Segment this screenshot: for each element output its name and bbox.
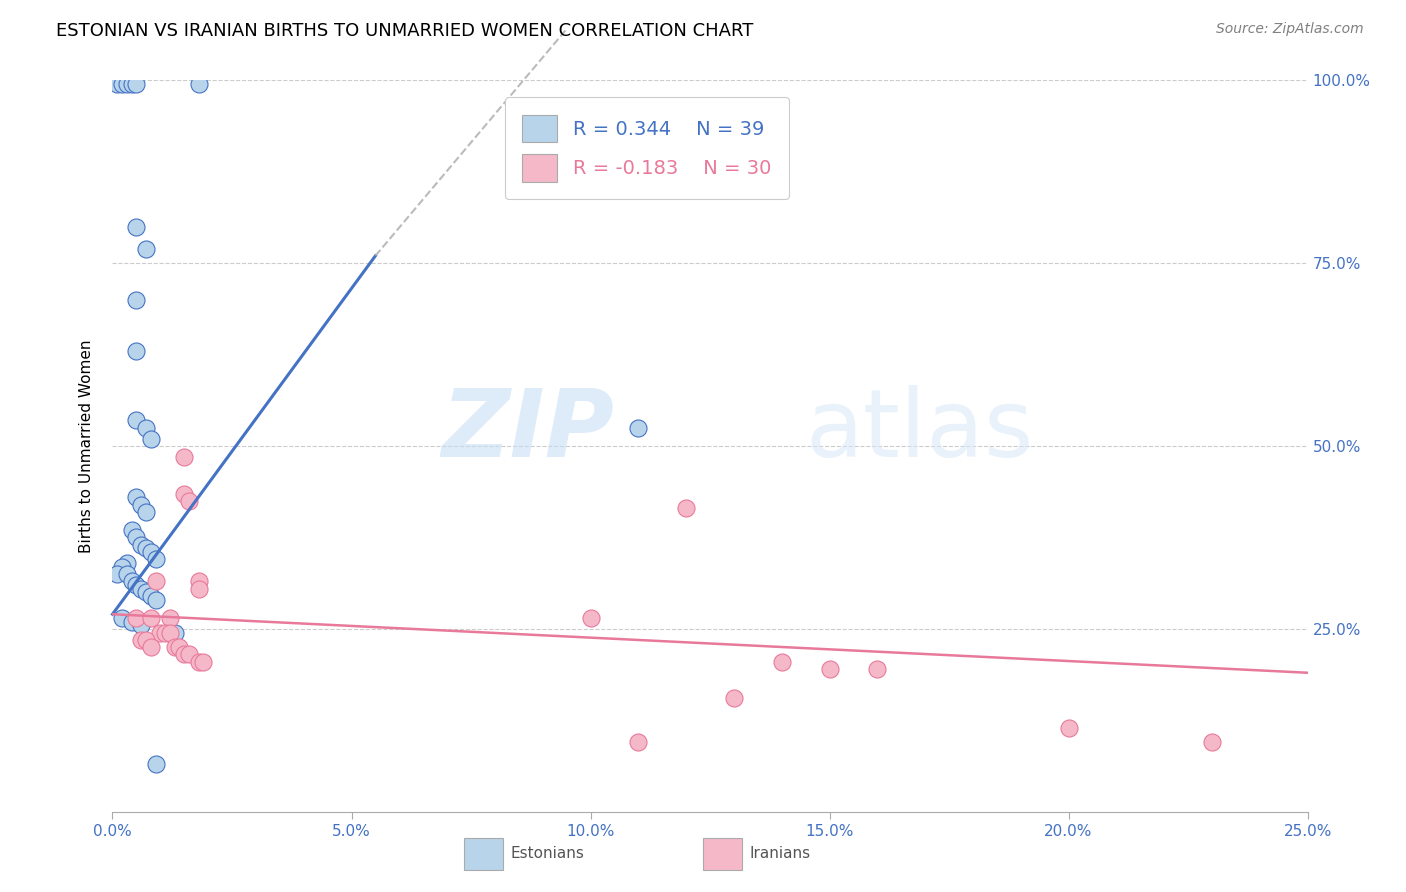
Point <box>135 242 157 256</box>
Point <box>125 219 148 234</box>
Point <box>173 486 195 500</box>
Point <box>125 77 148 91</box>
Point <box>139 611 162 625</box>
Point <box>159 625 181 640</box>
Text: Iranians: Iranians <box>749 847 810 861</box>
Point <box>125 578 148 592</box>
Point <box>145 552 167 566</box>
Point <box>111 77 134 91</box>
Point <box>159 611 181 625</box>
Point <box>163 640 186 655</box>
Text: ESTONIAN VS IRANIAN BIRTHS TO UNMARRIED WOMEN CORRELATION CHART: ESTONIAN VS IRANIAN BIRTHS TO UNMARRIED … <box>56 22 754 40</box>
Point <box>125 293 148 307</box>
Point <box>627 735 650 749</box>
Y-axis label: Births to Unmarried Women: Births to Unmarried Women <box>79 339 94 553</box>
Point <box>173 648 195 662</box>
Point <box>125 343 148 358</box>
Point <box>111 559 134 574</box>
Point <box>145 592 167 607</box>
Point <box>129 582 152 596</box>
Point <box>121 574 143 589</box>
Point <box>115 567 138 582</box>
Point <box>121 523 143 537</box>
Point <box>169 640 191 655</box>
Point <box>105 567 128 582</box>
Point <box>125 413 148 427</box>
Point <box>111 611 134 625</box>
Point <box>105 77 128 91</box>
Point <box>135 585 157 599</box>
Point <box>125 490 148 504</box>
Point <box>177 648 200 662</box>
Point <box>135 421 157 435</box>
Point <box>135 541 157 556</box>
Point <box>193 655 215 669</box>
Point <box>149 625 172 640</box>
Point <box>139 589 162 603</box>
Point <box>187 77 209 91</box>
Point <box>818 662 841 676</box>
Point <box>121 615 143 629</box>
Point <box>115 556 138 570</box>
Point <box>145 757 167 772</box>
Point <box>145 574 167 589</box>
Point <box>139 432 162 446</box>
Point <box>163 625 186 640</box>
Text: Source: ZipAtlas.com: Source: ZipAtlas.com <box>1216 22 1364 37</box>
Point <box>129 498 152 512</box>
Text: atlas: atlas <box>806 385 1033 477</box>
Legend: R = 0.344    N = 39, R = -0.183    N = 30: R = 0.344 N = 39, R = -0.183 N = 30 <box>505 97 789 199</box>
Point <box>1057 721 1080 735</box>
Point <box>770 655 793 669</box>
Point <box>187 655 209 669</box>
Point <box>139 640 162 655</box>
Point <box>723 691 745 706</box>
Text: ZIP: ZIP <box>441 385 614 477</box>
Point <box>125 611 148 625</box>
Point <box>173 450 195 464</box>
Point <box>135 505 157 519</box>
Point <box>187 582 209 596</box>
Point <box>129 632 152 647</box>
Point <box>153 625 176 640</box>
Point <box>675 501 697 516</box>
Point <box>177 494 200 508</box>
Text: Estonians: Estonians <box>510 847 585 861</box>
Point <box>866 662 889 676</box>
Point <box>121 77 143 91</box>
Point <box>129 538 152 552</box>
Point <box>627 421 650 435</box>
Point <box>125 530 148 544</box>
Point <box>1201 735 1223 749</box>
Point <box>115 77 138 91</box>
Point <box>187 574 209 589</box>
Point <box>579 611 602 625</box>
Point <box>139 545 162 559</box>
Point <box>129 618 152 632</box>
Point <box>159 625 181 640</box>
Point <box>135 632 157 647</box>
